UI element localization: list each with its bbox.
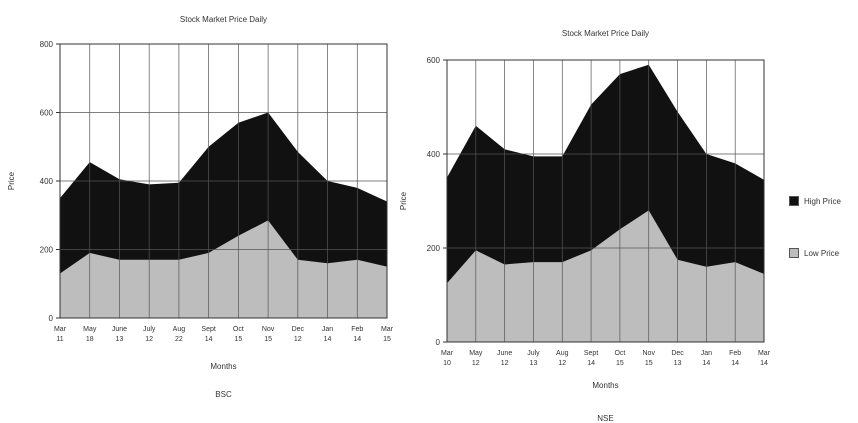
legend: High Price Low Price [789, 196, 857, 300]
legend-item-high: High Price [789, 196, 857, 206]
x-axis-label: Months [210, 362, 236, 371]
chart-1: 0 200 400 600 800 Mar 11 May 18 June 13 July 12 Aug 22… [7, 15, 394, 399]
plot-frame [59, 43, 388, 319]
x-tick-label: Dec 13 [671, 350, 684, 367]
x-tick-label: Feb 14 [729, 350, 741, 367]
y-tick-label: 600 [427, 56, 441, 65]
legend-swatch-high [789, 196, 799, 206]
chart-caption: BSC [215, 390, 232, 399]
y-tick-label: 0 [436, 338, 441, 347]
y-axis-label: Price [399, 191, 408, 210]
legend-label-low: Low Price [804, 248, 840, 258]
x-tick-label: Oct 15 [233, 326, 244, 343]
x-tick-label: Sept 14 [584, 350, 598, 367]
x-tick-label: Feb 14 [351, 326, 363, 343]
x-tick-label: Nov 15 [643, 350, 656, 367]
y-tick-label: 800 [40, 40, 54, 49]
plot-frame [446, 59, 765, 343]
x-tick-label: Mar 10 [441, 350, 454, 367]
legend-label-high: High Price [804, 196, 841, 206]
chart-title: Stock Market Price Daily [180, 15, 267, 24]
x-tick-label: Dec 12 [292, 326, 305, 343]
y-tick-label: 200 [40, 246, 54, 255]
x-tick-label: July 13 [527, 350, 540, 367]
x-tick-label: Aug 12 [556, 350, 569, 367]
x-tick-label: Oct 15 [614, 350, 625, 367]
legend-item-low: Low Price [789, 248, 857, 258]
x-tick-label: June 13 [112, 326, 127, 343]
y-tick-label: 400 [40, 177, 54, 186]
x-tick-label: Mar 14 [758, 350, 771, 367]
y-tick-label: 0 [49, 314, 54, 323]
x-axis-label: Months [592, 381, 618, 390]
x-tick-label: Aug 22 [173, 326, 186, 343]
x-tick-label: Jan 14 [322, 326, 333, 343]
x-tick-label: Nov 15 [262, 326, 275, 343]
chart-title: Stock Market Price Daily [562, 29, 649, 38]
x-tick-label: Jan 14 [701, 350, 712, 367]
area-low-price [447, 210, 764, 342]
x-tick-label: May 18 [83, 326, 97, 343]
legend-swatch-low [789, 248, 799, 258]
chart-caption: NSE [597, 414, 613, 423]
x-tick-label: Mar 15 [381, 326, 394, 343]
chart-2: 0 200 400 600 Mar 10 May 12 June 12 July 13 Aug 12 Sep… [399, 29, 771, 423]
area-low-price [60, 220, 387, 318]
y-axis-label: Price [7, 171, 16, 190]
x-tick-label: Mar 11 [54, 326, 67, 343]
x-tick-label: Sept 14 [201, 326, 215, 343]
x-tick-label: June 12 [497, 350, 512, 367]
y-tick-label: 400 [427, 150, 441, 159]
x-tick-label: May 12 [469, 350, 483, 367]
y-tick-label: 200 [427, 244, 441, 253]
x-tick-label: July 12 [143, 326, 156, 343]
y-tick-label: 600 [40, 109, 54, 118]
